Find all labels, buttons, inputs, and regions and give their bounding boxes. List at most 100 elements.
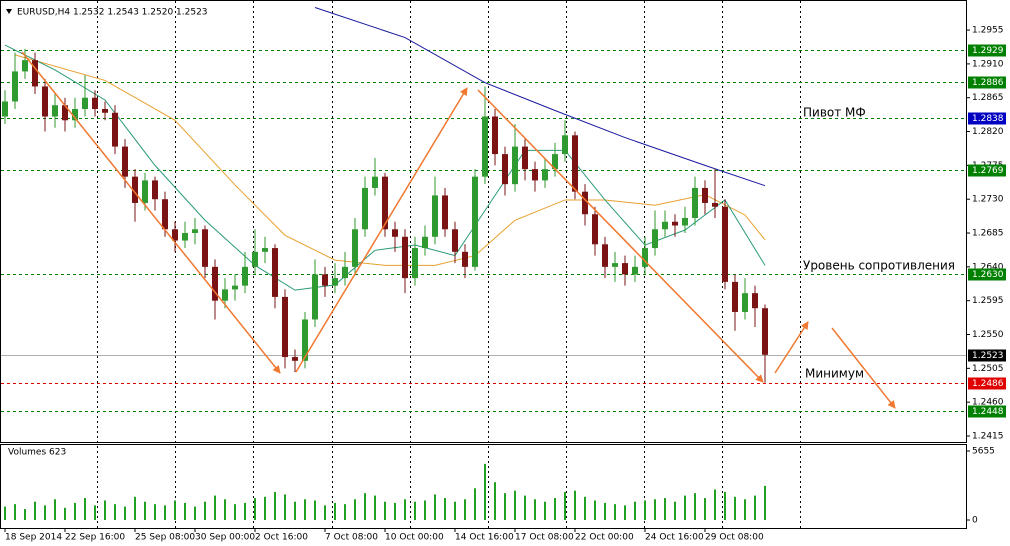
volume-bar	[174, 500, 176, 520]
moving-average	[314, 7, 766, 187]
candle-body	[472, 176, 478, 267]
candle-body	[502, 154, 508, 185]
volume-bar	[674, 501, 676, 520]
volume-bar	[144, 501, 146, 520]
candle-body	[182, 233, 188, 241]
candle-body	[62, 105, 68, 121]
x-tick-label: 22 Oct 00:00	[575, 533, 634, 543]
volume-bar	[734, 496, 736, 520]
level-label: 1.2448	[972, 407, 1004, 417]
x-tick-label: 17 Oct 08:00	[515, 533, 574, 543]
candle-body	[212, 266, 218, 301]
candle-body	[572, 135, 578, 192]
menu-triangle[interactable]	[6, 9, 12, 14]
y-tick-label: 1.2460	[972, 398, 1004, 408]
candle-body	[32, 60, 38, 87]
volume-bar	[284, 494, 286, 520]
volume-bar	[584, 496, 586, 520]
x-tick-label: 7 Oct 08:00	[325, 533, 378, 543]
candle-body	[732, 281, 738, 312]
volume-bar	[314, 500, 316, 520]
volume-bar	[194, 506, 196, 520]
candle-body	[252, 251, 258, 267]
candle-body	[302, 319, 308, 361]
candle-body	[162, 199, 168, 230]
candle-body	[342, 266, 348, 279]
volume-bar	[394, 502, 396, 520]
candle-body	[222, 289, 228, 301]
volume-bar	[234, 504, 236, 520]
y-tick-label: 1.2955	[972, 26, 1004, 36]
volume-bar	[594, 500, 596, 520]
volume-bar	[334, 502, 336, 520]
symbol-header: EURUSD,H4 1.2532 1.2543 1.2520 1.2523	[17, 8, 208, 18]
volume-bar	[274, 491, 276, 520]
candle-body	[12, 71, 18, 102]
candle-body	[142, 180, 148, 203]
volume-bar	[614, 504, 616, 520]
candle-body	[482, 116, 488, 177]
volume-bar	[384, 501, 386, 520]
candle-body	[542, 169, 548, 181]
volume-bar	[714, 489, 716, 520]
candles	[2, 48, 768, 383]
candle-body	[332, 278, 338, 286]
volume-bar	[514, 490, 516, 520]
volume-bar	[694, 493, 696, 520]
candle-body	[642, 248, 648, 267]
volume-bar	[724, 491, 726, 520]
volume-bar	[764, 485, 766, 520]
volume-bar	[344, 504, 346, 520]
y-tick-label: 1.2910	[972, 59, 1004, 69]
candle-body	[152, 180, 158, 200]
volume-bar	[744, 499, 746, 520]
candle-body	[422, 236, 428, 249]
volume-bar	[244, 502, 246, 520]
x-tick-label: 14 Oct 16:00	[455, 533, 514, 543]
level-label: 1.2769	[972, 166, 1004, 176]
candle-body	[652, 229, 658, 249]
level-badge	[968, 164, 1006, 177]
x-tick-label: 10 Oct 00:00	[385, 533, 444, 543]
x-tick-label: 22 Sep 16:00	[65, 533, 125, 543]
x-tick-label: 24 Oct 16:00	[645, 533, 704, 543]
candle-body	[452, 229, 458, 252]
volume-bar	[704, 498, 706, 520]
axes: 1.29551.29101.28651.28201.27751.27301.26…	[4, 26, 1006, 543]
y-tick-label: 1.2550	[972, 330, 1004, 340]
y-tick-label: 1.2685	[972, 229, 1004, 239]
candle-body	[622, 263, 628, 275]
level-badge	[968, 377, 1006, 390]
candle-body	[442, 195, 448, 230]
volume-bar	[424, 500, 426, 520]
y-tick-label: 1.2595	[972, 296, 1004, 306]
volume-bar	[124, 506, 126, 520]
annotation: Минимум	[805, 367, 864, 381]
volume-bar	[14, 504, 16, 520]
volume-bar	[574, 490, 576, 520]
x-tick-label: 29 Oct 08:00	[705, 533, 764, 543]
volume-bar	[24, 509, 26, 520]
candle-body	[112, 112, 118, 147]
candle-body	[382, 176, 388, 230]
volume-bar	[374, 495, 376, 520]
level-badge	[968, 112, 1006, 125]
volume-bar	[324, 505, 326, 520]
volume-bar	[444, 498, 446, 520]
y-tick-label: 1.2640	[972, 262, 1004, 272]
level-badge	[968, 268, 1006, 281]
candle-body	[602, 244, 608, 267]
candle-body	[362, 187, 368, 230]
candle-body	[352, 229, 358, 267]
candle-body	[522, 146, 528, 170]
volume-bar	[64, 507, 66, 520]
volume-bar	[624, 505, 626, 520]
volume-bar	[224, 499, 226, 520]
volume-bar	[534, 499, 536, 520]
volume-bar	[544, 501, 546, 520]
volume-bar	[434, 494, 436, 520]
volume-bar	[204, 501, 206, 520]
volume-bar	[654, 499, 656, 520]
candle-body	[322, 274, 328, 286]
